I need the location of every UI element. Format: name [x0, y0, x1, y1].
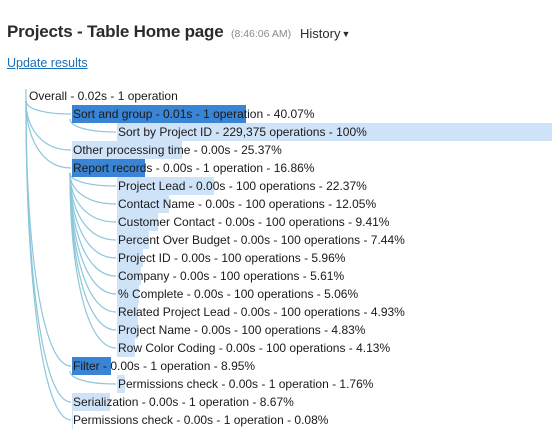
percent-bar	[117, 213, 158, 231]
tree-row-label: Filter - 0.00s - 1 operation - 8.95%	[73, 359, 256, 373]
tree-connector	[69, 370, 117, 385]
tree-row-label: Company - 0.00s - 100 operations - 5.61%	[118, 269, 345, 283]
tree-row-label: Row Color Coding - 0.00s - 100 operation…	[118, 341, 391, 355]
percent-bar	[117, 195, 170, 213]
tree-row[interactable]: Permissions check - 0.00s - 1 operation …	[72, 411, 328, 429]
tree-row[interactable]: Customer Contact - 0.00s - 100 operation…	[117, 213, 389, 231]
tree-connector	[25, 100, 72, 169]
tree-row[interactable]: Filter - 0.00s - 1 operation - 8.95%	[72, 357, 255, 375]
percent-bar	[117, 249, 143, 267]
tree-row-label: Sort by Project ID - 229,375 operations …	[118, 125, 367, 139]
history-dropdown[interactable]: History▼	[300, 26, 350, 41]
tree-row-label: Customer Contact - 0.00s - 100 operation…	[118, 215, 390, 229]
tree-row[interactable]: Company - 0.00s - 100 operations - 5.61%	[117, 267, 344, 285]
percent-bar	[72, 393, 110, 411]
update-results-link[interactable]: Update results	[7, 56, 88, 70]
percent-bar	[72, 159, 146, 177]
tree-row-label: Related Project Lead - 0.00s - 100 opera…	[118, 305, 405, 319]
tree-row[interactable]: Project Lead - 0.00s - 100 operations - …	[117, 177, 367, 195]
tree-row[interactable]: Report records - 0.00s - 1 operation - 1…	[72, 159, 314, 177]
percent-bar	[117, 303, 139, 321]
tree-row-label: % Complete - 0.00s - 100 operations - 5.…	[118, 287, 359, 301]
tree-row[interactable]: Sort and group - 0.01s - 1 operation - 4…	[72, 105, 314, 123]
tree-row[interactable]: Project ID - 0.00s - 100 operations - 5.…	[117, 249, 345, 267]
timestamp: (8:46:06 AM)	[230, 28, 292, 40]
percent-bar	[117, 375, 125, 393]
tree-row[interactable]: Related Project Lead - 0.00s - 100 opera…	[117, 303, 405, 321]
percent-bar	[117, 321, 138, 339]
tree-row-label: Permissions check - 0.00s - 1 operation …	[73, 413, 329, 427]
tree-row-label: Sort and group - 0.01s - 1 operation - 4…	[73, 107, 315, 121]
tree-row[interactable]: Contact Name - 0.00s - 100 operations - …	[117, 195, 376, 213]
tree-row-label: Percent Over Budget - 0.00s - 100 operat…	[118, 233, 405, 247]
tree-connector	[25, 100, 72, 367]
tree-row-label: Project Lead - 0.00s - 100 operations - …	[118, 179, 367, 193]
percent-bar	[117, 123, 552, 141]
percent-bar	[117, 231, 150, 249]
tree-row[interactable]: Row Color Coding - 0.00s - 100 operation…	[117, 339, 390, 357]
percent-bar	[72, 105, 247, 123]
tree-row-label: Serialization - 0.00s - 1 operation - 8.…	[73, 395, 294, 409]
tree-row-label: Other processing time - 0.00s - 25.37%	[73, 143, 282, 157]
tree-row[interactable]: Other processing time - 0.00s - 25.37%	[72, 141, 282, 159]
tree-row-label: Contact Name - 0.00s - 100 operations - …	[118, 197, 377, 211]
tree-connector	[25, 100, 72, 421]
tree-row[interactable]: Serialization - 0.00s - 1 operation - 8.…	[72, 393, 294, 411]
tree-row[interactable]: Sort by Project ID - 229,375 operations …	[117, 123, 552, 141]
page-header: Projects - Table Home page (8:46:06 AM)	[7, 22, 291, 42]
tree-row[interactable]: Permissions check - 0.00s - 1 operation …	[117, 375, 373, 393]
page-title: Projects - Table Home page	[7, 22, 224, 41]
percent-bar	[72, 357, 111, 375]
tree-row-label: Overall - 0.02s - 1 operation	[29, 89, 178, 103]
tree-row-label: Permissions check - 0.00s - 1 operation …	[118, 377, 374, 391]
tree-row[interactable]: Overall - 0.02s - 1 operation	[28, 87, 178, 105]
percent-bar	[117, 339, 135, 357]
tree-connector	[69, 172, 117, 349]
percent-bar	[72, 141, 183, 159]
tree-row[interactable]: Project Name - 0.00s - 100 operations - …	[117, 321, 365, 339]
percent-bar	[117, 267, 142, 285]
tree-row[interactable]: % Complete - 0.00s - 100 operations - 5.…	[117, 285, 358, 303]
tree-row-label: Project Name - 0.00s - 100 operations - …	[118, 323, 366, 337]
tree-connector	[69, 172, 117, 205]
tree-row[interactable]: Percent Over Budget - 0.00s - 100 operat…	[117, 231, 405, 249]
caret-down-icon: ▼	[341, 29, 351, 39]
tree-connector	[69, 118, 117, 133]
tree-row-label: Project ID - 0.00s - 100 operations - 5.…	[118, 251, 346, 265]
percent-bar	[117, 177, 215, 195]
tree-row-label: Report records - 0.00s - 1 operation - 1…	[73, 161, 315, 175]
history-label: History	[300, 26, 341, 41]
percent-bar	[117, 285, 139, 303]
percent-bar	[72, 411, 73, 429]
